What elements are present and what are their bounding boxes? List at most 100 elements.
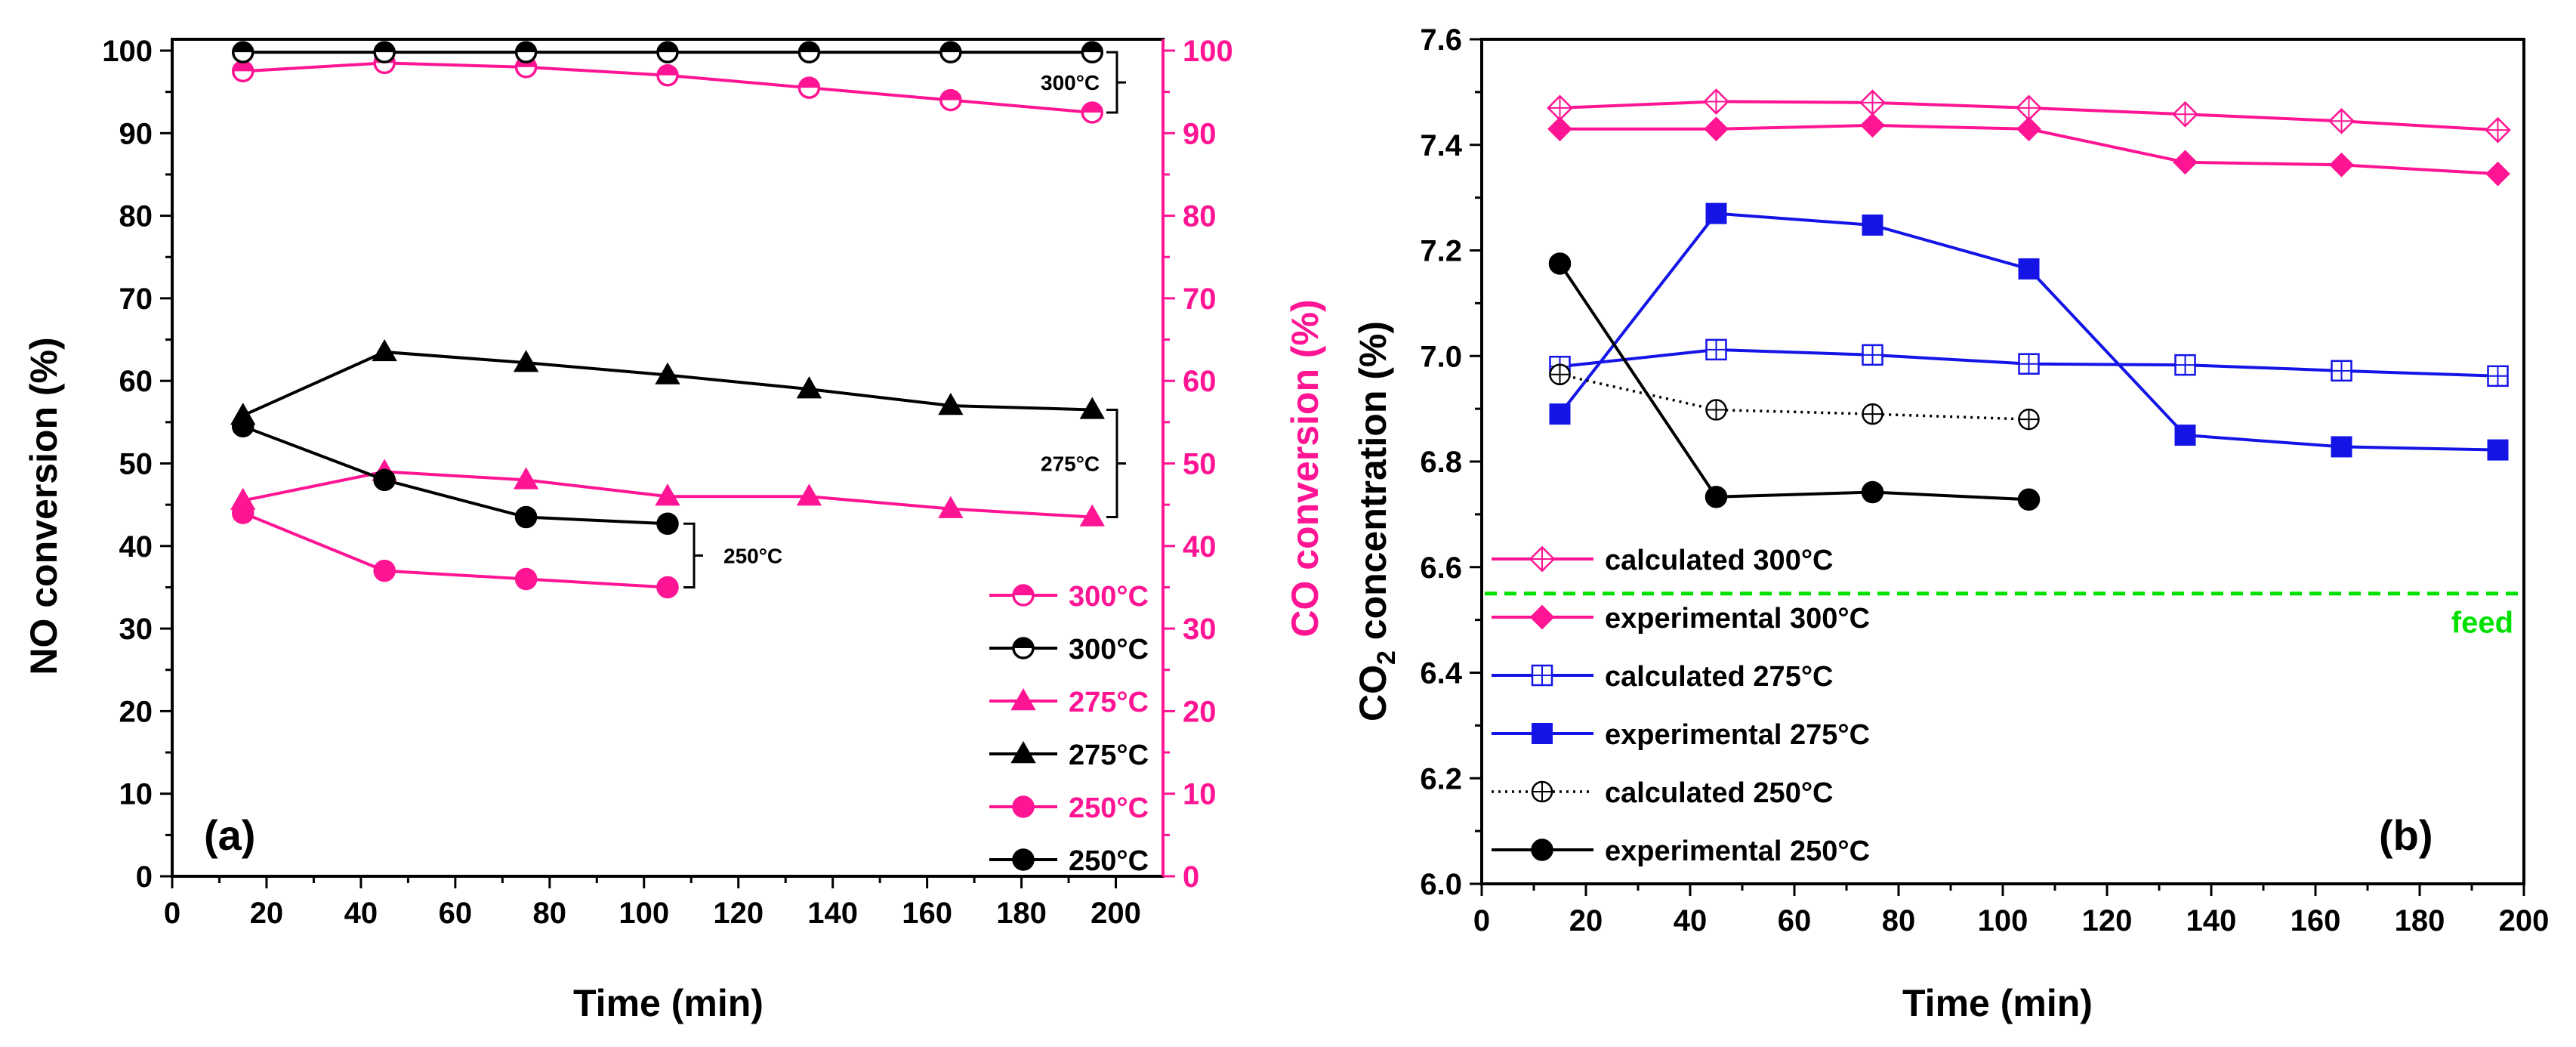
y-tick-label-10: 10 xyxy=(119,778,153,811)
marker-cross xyxy=(1862,344,1883,365)
annotation-275c: 275°C xyxy=(1041,408,1126,519)
x-tick-label-160: 160 xyxy=(902,897,952,930)
marker-cross xyxy=(1862,404,1883,425)
legend-label: experimental 275°C xyxy=(1605,719,1870,751)
legend-marker xyxy=(1012,848,1035,871)
legend-item-experimental-250c: experimental 250°C xyxy=(1492,835,1870,867)
legend-marker xyxy=(1532,723,1553,744)
marker-half-fill xyxy=(1013,585,1033,595)
b-series-3-point-2 xyxy=(1705,338,1727,361)
panel-a-label: (a) xyxy=(204,811,255,859)
series-3-point-3 xyxy=(513,467,539,490)
y2-tick-label-0: 0 xyxy=(1183,860,1199,894)
b-series-1-point-7 xyxy=(2485,116,2511,144)
marker-cross xyxy=(2485,118,2510,142)
series-experimental-250c xyxy=(1548,252,2041,511)
legend-item-2: 300°C xyxy=(989,634,1149,666)
panel-b-chart: 0 20 40 60 80 100 120 140 160 180 200 6.0 6.2 6.4 6.6 6… xyxy=(1420,23,2549,937)
legend-item-experimental-300c: experimental 300°C xyxy=(1492,603,1870,635)
marker-cross xyxy=(1550,364,1570,385)
legend-label: 300°C xyxy=(1069,634,1149,666)
y2-tick-label-40: 40 xyxy=(1183,530,1217,564)
b-y-tick-label-7.4: 7.4 xyxy=(1420,129,1462,162)
feed-label: feed xyxy=(2451,607,2513,640)
series-4-point-5 xyxy=(796,376,822,399)
legend-label: experimental 300°C xyxy=(1605,603,1870,635)
legend-marker xyxy=(1012,637,1035,659)
legend-marker xyxy=(1529,604,1555,630)
series-4-point-2 xyxy=(372,338,397,362)
marker-half-fill xyxy=(1013,638,1033,648)
annotation-300c-label: 300°C xyxy=(1041,71,1100,94)
marker-half-fill xyxy=(516,42,536,53)
b-series-4-point-6 xyxy=(2331,436,2352,458)
b-x-tick-label-40: 40 xyxy=(1674,904,1708,937)
y2-tick-label-80: 80 xyxy=(1183,200,1217,233)
marker-half-fill xyxy=(799,42,819,53)
y2-tick-label-10: 10 xyxy=(1183,778,1217,811)
marker-cross xyxy=(2019,409,2039,430)
series-1-point-4 xyxy=(656,64,679,87)
b-series-3-point-6 xyxy=(2331,360,2352,382)
b-y-tick-label-7.6: 7.6 xyxy=(1420,23,1462,57)
legend-marker xyxy=(1531,664,1553,687)
b-series-3-point-7 xyxy=(2487,365,2509,388)
b-series-2-point-2 xyxy=(1704,116,1729,142)
b-series-2-point-3 xyxy=(1860,113,1885,138)
legend-marker xyxy=(1529,545,1556,573)
panel-a-x-axis-title: Time (min) xyxy=(573,982,764,1024)
series-2-point-4 xyxy=(656,41,679,63)
marker-cross xyxy=(1532,782,1552,801)
b-x-tick-label-60: 60 xyxy=(1778,904,1812,937)
y-tick-label-80: 80 xyxy=(119,200,153,233)
b-x-tick-label-200: 200 xyxy=(2499,904,2550,937)
series-6-point-4 xyxy=(656,512,679,536)
b-x-tick-label-100: 100 xyxy=(1978,904,2028,937)
marker-half-fill xyxy=(799,78,819,88)
x-tick-label-200: 200 xyxy=(1091,897,1141,930)
marker-half-fill xyxy=(940,90,961,100)
x-tick-label-100: 100 xyxy=(619,897,669,930)
series-1-point-7 xyxy=(1081,101,1104,124)
series-250c-co xyxy=(231,502,679,599)
b-series-2-point-4 xyxy=(2016,116,2041,142)
x-tick-label-80: 80 xyxy=(533,897,567,930)
b-series-2-point-7 xyxy=(2485,161,2510,187)
marker-cross xyxy=(1706,339,1726,360)
series-6-point-2 xyxy=(373,468,396,492)
series-300c-co xyxy=(231,51,1104,124)
b-series-1-point-2 xyxy=(1703,88,1729,115)
legend-label: calculated 275°C xyxy=(1605,661,1833,693)
legend-marker xyxy=(1012,795,1035,818)
marker-cross xyxy=(1547,96,1572,120)
b-x-tick-label-160: 160 xyxy=(2291,904,2341,937)
x-tick-label-120: 120 xyxy=(713,897,764,930)
b-series-4-point-4 xyxy=(2018,258,2040,280)
legend-marker xyxy=(1531,780,1553,803)
series-calculated-300c xyxy=(1547,88,2511,144)
b-series-6-line xyxy=(1558,262,2029,502)
b-series-2-point-5 xyxy=(2173,150,2198,175)
marker-cross xyxy=(2331,360,2352,381)
annotation-250c-line xyxy=(683,522,703,588)
marker-cross xyxy=(2019,354,2039,374)
marker-cross xyxy=(2016,96,2041,120)
b-x-tick-label-80: 80 xyxy=(1882,904,1916,937)
b-x-tick-label-140: 140 xyxy=(2186,904,2237,937)
series-1-point-6 xyxy=(939,88,962,112)
panel-a-y2-axis-title: CO conversion (%) xyxy=(1284,299,1326,637)
legend-item-calculated-250c: calculated 250°C xyxy=(1492,777,1833,809)
series-4-point-4 xyxy=(655,362,680,385)
x-tick-label-40: 40 xyxy=(344,897,378,930)
series-2-point-2 xyxy=(373,41,396,63)
marker-half-fill xyxy=(658,42,677,53)
marker-cross xyxy=(1860,91,1885,115)
series-5-point-3 xyxy=(514,567,538,591)
y-tick-label-70: 70 xyxy=(119,283,153,316)
b-series-4-point-5 xyxy=(2174,425,2196,446)
legend-item-calculated-275c: calculated 275°C xyxy=(1492,661,1833,693)
b-series-3-point-4 xyxy=(2018,353,2040,375)
legend-item-calculated-300c: calculated 300°C xyxy=(1492,545,1833,576)
legend-label: calculated 250°C xyxy=(1605,777,1833,809)
